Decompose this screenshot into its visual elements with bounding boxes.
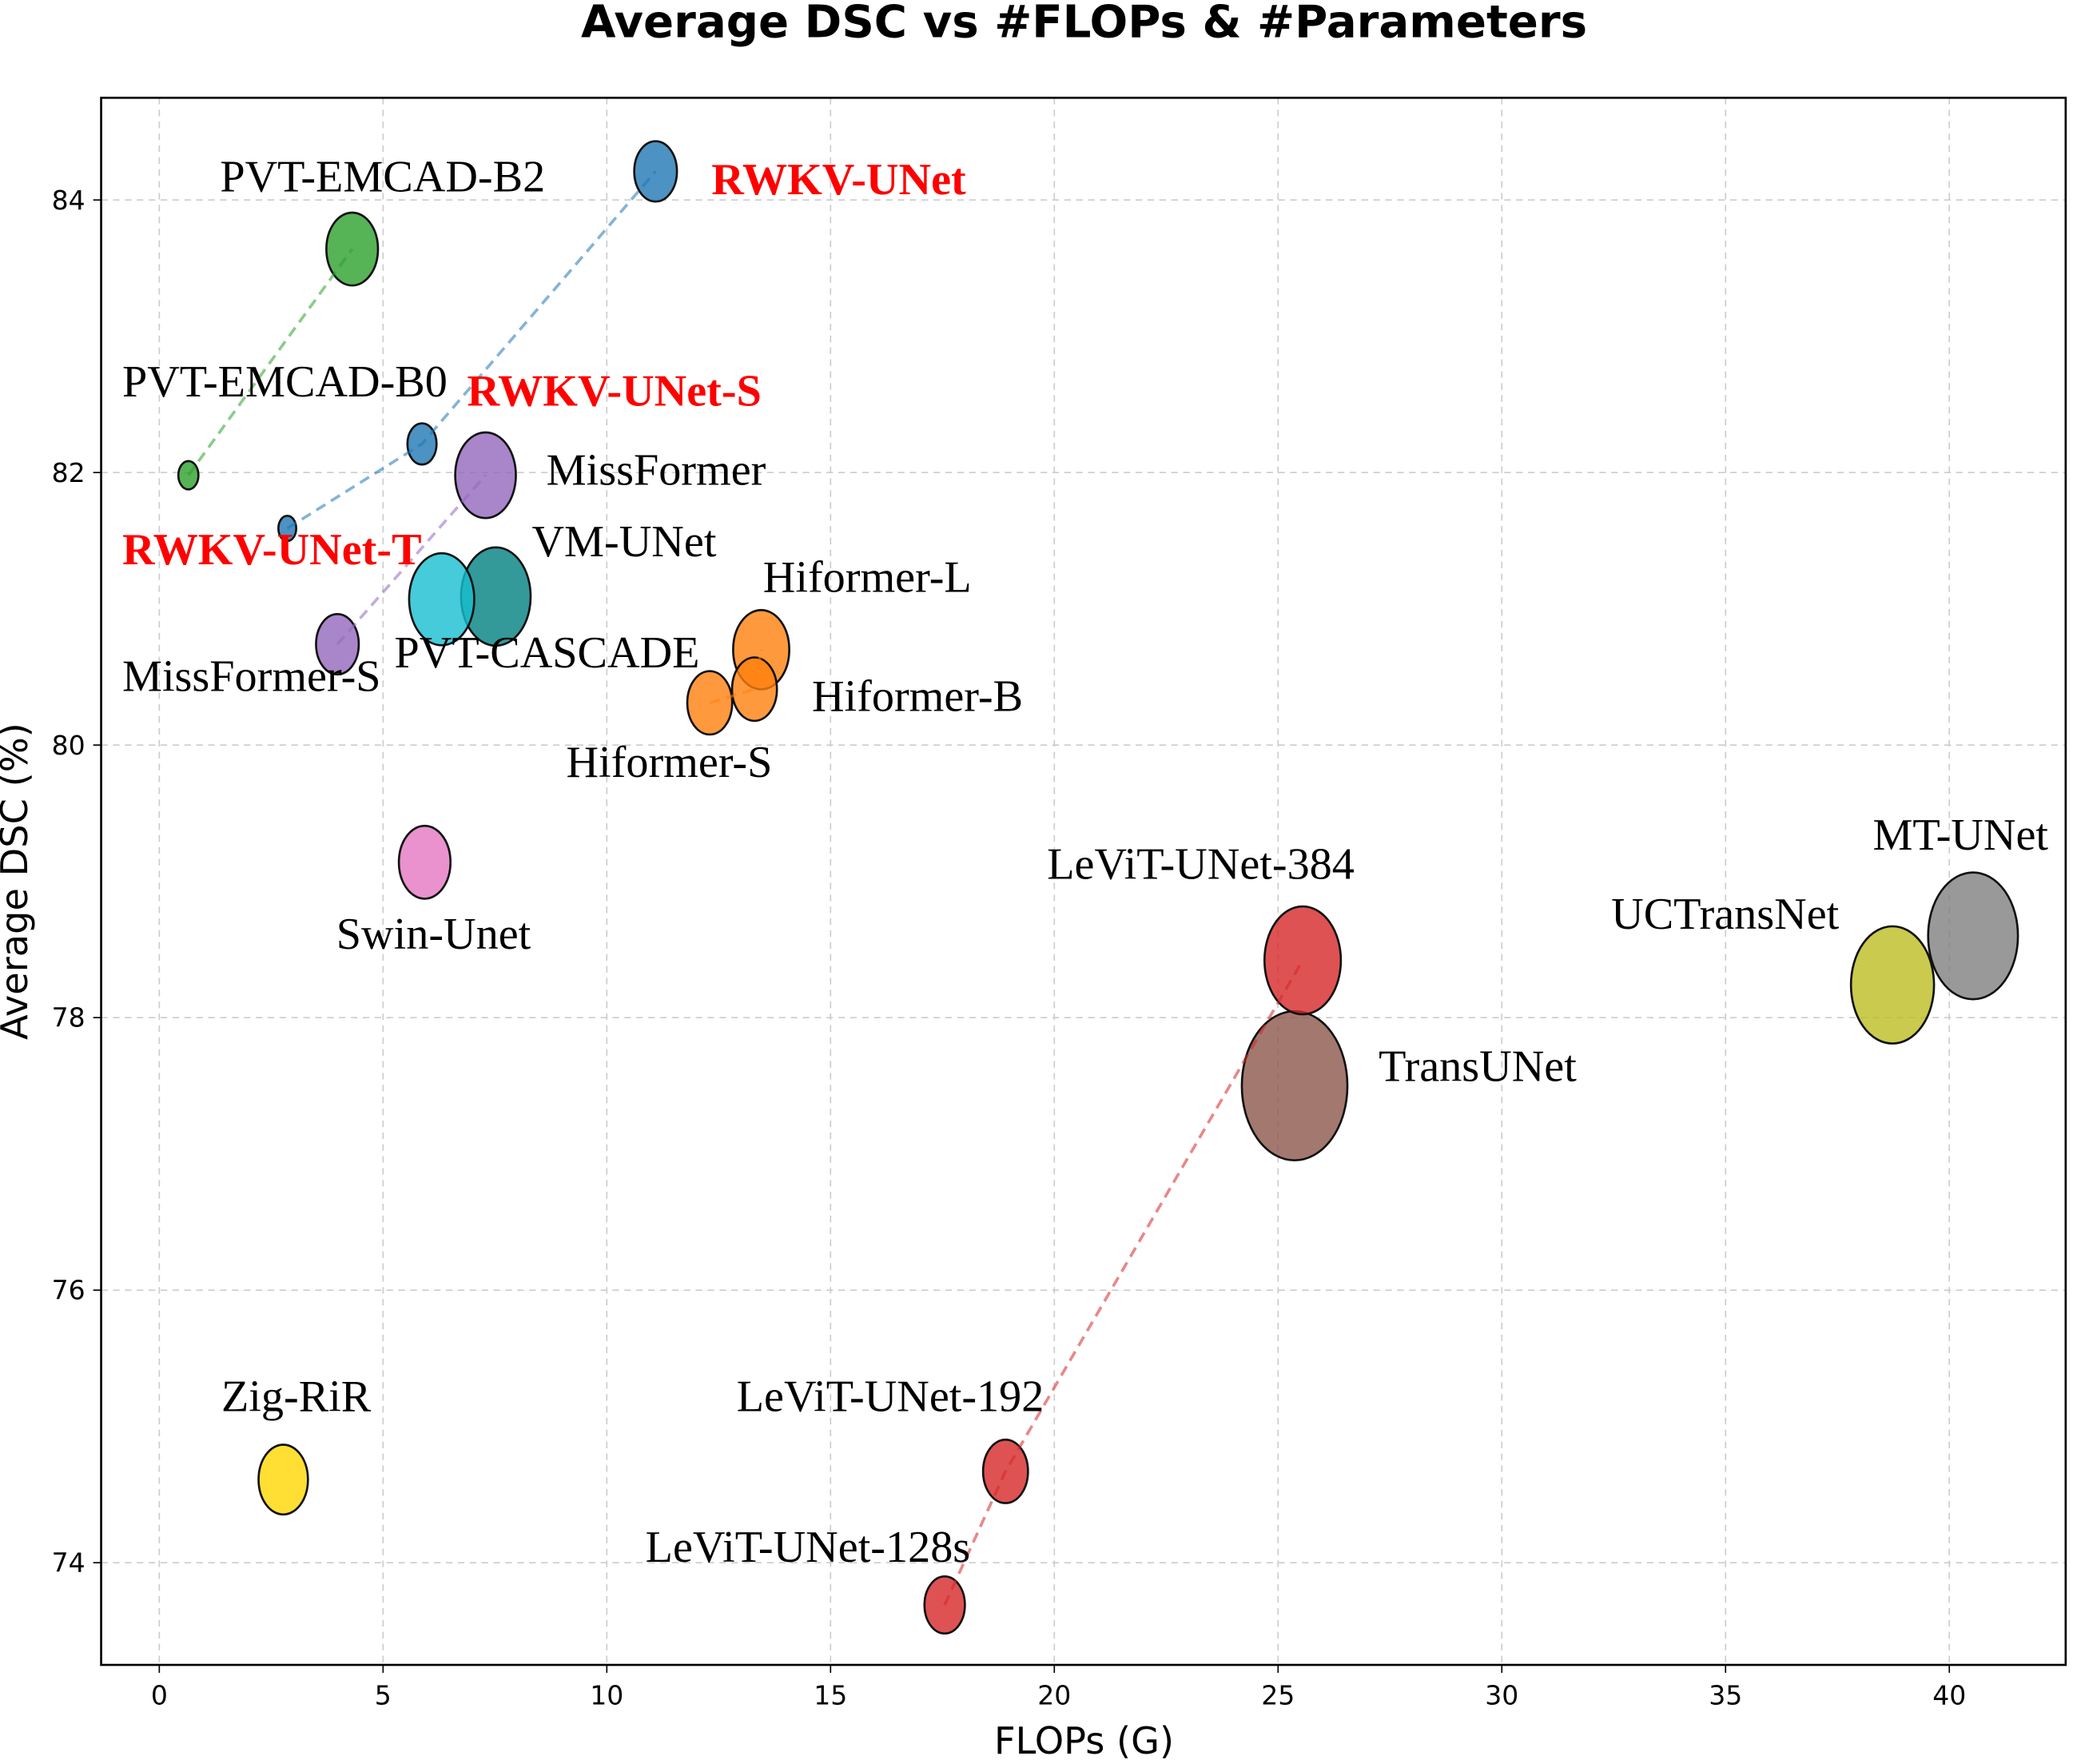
y-tick-label: 84 <box>52 185 86 216</box>
y-tick-label: 80 <box>52 730 86 761</box>
connection-line <box>943 959 1304 1606</box>
point-label: TransUNet <box>1379 1041 1577 1091</box>
x-tick-label: 5 <box>375 1680 392 1711</box>
y-tick-label: 76 <box>52 1275 86 1306</box>
point-label: PVT-EMCAD-B0 <box>122 357 448 407</box>
x-tick-label: 35 <box>1709 1680 1742 1711</box>
y-tick-label: 78 <box>52 1002 86 1033</box>
x-tick-label: 0 <box>151 1680 168 1711</box>
grid <box>101 98 2066 1666</box>
point-label: RWKV-UNet-T <box>122 525 422 575</box>
point-label: RWKV-UNet <box>711 155 966 205</box>
point-label: PVT-EMCAD-B2 <box>220 153 545 202</box>
connection-line <box>709 649 763 705</box>
x-tick-label: 15 <box>814 1680 847 1711</box>
bubble-mt-unet <box>1927 871 2019 1001</box>
point-label: Hiformer-S <box>566 738 772 787</box>
bubble-pvt-cascade <box>408 551 475 647</box>
bubble-transunet <box>1240 1009 1349 1161</box>
connection-line <box>336 474 487 646</box>
x-tick-label: 30 <box>1485 1680 1518 1711</box>
bubble-uctransnet <box>1849 925 1936 1045</box>
y-axis-label: Average DSC (%) <box>0 723 36 1040</box>
y-ticks: 74 76 78 80 82 84 <box>52 185 101 1579</box>
x-tick-label: 40 <box>1932 1680 1966 1711</box>
point-label: Zig-RiR <box>221 1372 372 1422</box>
point-label: VM-UNet <box>531 517 716 567</box>
bubbles <box>177 140 2019 1635</box>
x-tick-label: 20 <box>1037 1680 1071 1711</box>
connection-lines <box>187 170 1304 1606</box>
point-label: LeViT-UNet-384 <box>1047 839 1355 889</box>
connection-line <box>187 248 354 476</box>
y-tick-label: 82 <box>52 457 86 488</box>
point-label: PVT-CASCADE <box>395 628 700 678</box>
x-tick-label: 25 <box>1261 1680 1295 1711</box>
chart-title: Average DSC vs #FLOPs & #Parameters <box>581 0 1587 48</box>
bubble-zig-rir <box>257 1443 309 1516</box>
point-label: MT-UNet <box>1872 810 2048 860</box>
y-tick-label: 74 <box>52 1547 86 1579</box>
point-label: Hiformer-B <box>812 671 1023 721</box>
point-label: Swin-Unet <box>336 910 531 959</box>
x-ticks: 0 5 10 15 20 25 30 35 40 <box>151 1665 1966 1711</box>
point-labels: RWKV-UNet RWKV-UNet-S RWKV-UNet-T PVT-EMCAD… <box>122 153 2048 1572</box>
point-label: LeViT-UNet-128s <box>646 1523 971 1572</box>
point-label: LeViT-UNet-192 <box>737 1372 1044 1422</box>
plot-frame <box>100 97 2067 1666</box>
x-axis-label: FLOPs (G) <box>994 1719 1174 1762</box>
connection-line <box>286 170 657 530</box>
point-label: Hiformer-L <box>763 553 972 603</box>
bubble-rwkv-unet-t <box>277 515 297 543</box>
point-label: RWKV-UNet-S <box>467 367 761 416</box>
point-label: MissFormer <box>547 446 766 496</box>
x-tick-label: 10 <box>590 1680 623 1711</box>
point-label: MissFormer-S <box>122 652 381 702</box>
bubble-hiformer-b <box>730 656 778 723</box>
point-label: UCTransNet <box>1611 890 1840 939</box>
bubble-swin-unet <box>397 824 452 900</box>
bubble-levit-unet-384 <box>1263 905 1343 1016</box>
